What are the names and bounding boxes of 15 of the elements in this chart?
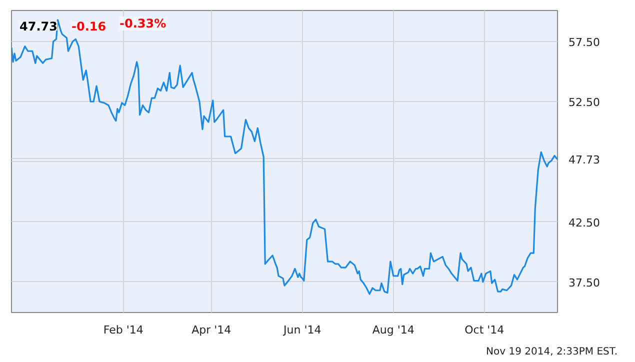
y-tick-label: 52.50 xyxy=(568,96,600,110)
x-tick-label: Jun '14 xyxy=(282,324,322,336)
annotation: -0.33% xyxy=(120,16,166,30)
text: Nov 19 2014, 2:33PM EST. xyxy=(486,346,618,358)
x-tick-label: Apr '14 xyxy=(192,324,232,336)
line-series xyxy=(12,19,558,295)
annotation: 47.73 xyxy=(20,20,58,34)
annotation: -0.16 xyxy=(72,20,106,34)
y-tick-label: 47.73 xyxy=(568,153,600,166)
x-tick-label: Oct '14 xyxy=(464,324,504,336)
y-tick-label: 37.50 xyxy=(568,276,600,290)
x-tick-label: Feb '14 xyxy=(103,324,144,336)
y-tick-label: 57.50 xyxy=(568,36,600,50)
y-tick-label: 42.50 xyxy=(568,216,600,230)
x-tick-label: Aug '14 xyxy=(372,324,414,336)
